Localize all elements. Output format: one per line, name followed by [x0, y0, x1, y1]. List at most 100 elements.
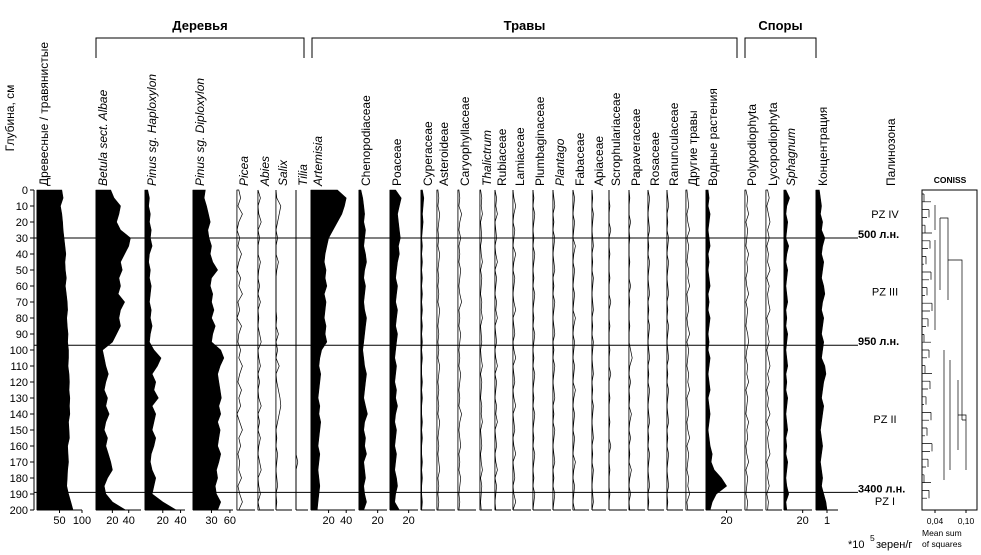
- abundance-curve: [192, 189, 225, 511]
- boundary-age-label: 950 л.н.: [858, 336, 899, 348]
- panel-tick-label: 50: [53, 515, 65, 527]
- taxon-panel: Fabaceae: [572, 132, 589, 511]
- taxon-panel: Scrophulariaceae: [608, 92, 627, 511]
- taxon-panel: Cyperaceae: [420, 121, 435, 511]
- abundance-curve: [705, 189, 728, 511]
- depth-tick-label: 190: [10, 489, 28, 501]
- abundance-outline: [295, 190, 299, 510]
- depth-axis: 0 10 20 30 40 50 60 70 80 90 100 110 120 130 140 150 160…: [3, 85, 35, 517]
- taxon-panel: Lycopodiophyta: [765, 102, 782, 511]
- taxon-panel: Plumbaginaceae: [532, 96, 551, 511]
- taxon-panel: Caryophyllaceae: [457, 96, 476, 511]
- panel-tick-label: 1: [824, 515, 830, 527]
- depth-tick-label: 10: [16, 201, 28, 213]
- taxon-label: Fabaceae: [573, 132, 587, 186]
- taxon-label: Chenopodiaceae: [359, 95, 373, 186]
- depth-tick-label: 70: [16, 297, 28, 309]
- taxon-label: Древесные / травянистые: [37, 42, 51, 186]
- taxon-panel: 20 40 Pinus sg. Haploxylon: [144, 74, 187, 527]
- panel-tick-label: 20: [403, 515, 415, 527]
- taxon-panel: Plantago: [552, 138, 571, 511]
- taxon-panel: Lamiaceae: [512, 127, 531, 511]
- taxon-label: Rosaceae: [648, 132, 662, 186]
- taxon-label: Концентрация: [816, 107, 830, 186]
- abundance-outline: [647, 189, 650, 511]
- abundance-curve: [815, 189, 828, 511]
- depth-tick-label: 170: [10, 457, 28, 469]
- coniss-xlabel-line: of squares: [922, 539, 962, 549]
- depth-tick-label: 200: [10, 505, 28, 517]
- taxon-label: Pinus sg. Diploxylon: [193, 78, 207, 186]
- taxon-label: Apiaceae: [592, 136, 606, 186]
- taxon-label: Poaceae: [390, 138, 404, 186]
- depth-tick-label: 0: [22, 185, 28, 197]
- abundance-outline: [591, 189, 594, 511]
- abundance-outline: [685, 189, 690, 511]
- taxon-panel: Rubiaceae: [494, 128, 511, 511]
- taxon-panel: 1 Концентрация: [815, 107, 838, 527]
- taxon-panel: Ranunculaceae: [666, 102, 683, 511]
- depth-tick-label: 60: [16, 281, 28, 293]
- zone-column-title: Палинозона: [884, 118, 898, 186]
- taxon-label: Sphagnum: [784, 128, 798, 186]
- depth-tick-label: 150: [10, 425, 28, 437]
- taxon-panel: Tilia: [295, 164, 310, 511]
- zone-label: PZ III: [872, 287, 898, 299]
- abundance-outline: [457, 189, 462, 511]
- depth-tick-label: 30: [16, 233, 28, 245]
- taxon-label: Plumbaginaceae: [533, 96, 547, 186]
- group-bracket: Деревья: [95, 18, 305, 58]
- taxon-label: Papaveraceae: [629, 108, 643, 186]
- taxon-panel: Papaveraceae: [628, 108, 645, 511]
- depth-tick-label: 40: [16, 249, 28, 261]
- coniss-branches: [922, 193, 967, 499]
- taxon-panel: 20 Водные растения: [705, 88, 742, 527]
- taxon-label: Lamiaceae: [513, 127, 527, 186]
- abundance-outline: [532, 189, 536, 511]
- taxon-panel: 30 60 Pinus sg. Diploxylon: [192, 78, 236, 527]
- panel-tick-label: 20: [322, 515, 334, 527]
- panel-tick-label: 20: [720, 515, 732, 527]
- abundance-curve: [358, 189, 368, 511]
- taxon-label: Tilia: [296, 164, 310, 186]
- depth-tick-label: 80: [16, 313, 28, 325]
- panel-tick-label: 20: [797, 515, 809, 527]
- boundary-age-label: 500 л.н.: [858, 229, 899, 241]
- zone-boundaries-layer: [34, 237, 858, 493]
- panel-tick-label: 40: [174, 515, 186, 527]
- depth-tick-label: 100: [10, 345, 28, 357]
- coniss-xlabel-line: Mean sum: [922, 528, 962, 538]
- abundance-curve: [310, 189, 347, 511]
- depth-tick-label: 130: [10, 393, 28, 405]
- taxon-label: Cyperaceae: [421, 121, 435, 186]
- group-label: Травы: [504, 18, 546, 33]
- taxon-label: Scrophulariaceae: [609, 92, 623, 186]
- taxon-label: Polypodiophyta: [745, 104, 759, 186]
- abundance-outline: [572, 189, 576, 511]
- panel-tick-label: 20: [106, 515, 118, 527]
- labels-layer: Палинозона PZ IV PZ III PZ II PZ I 500 л.н. 95…: [848, 118, 912, 551]
- taxon-panel: 20 Chenopodiaceae: [358, 95, 387, 527]
- coniss-tick-label: 0,10: [958, 516, 975, 526]
- zone-label: PZ I: [875, 496, 895, 508]
- taxon-label: Thalictrum: [480, 130, 494, 186]
- taxon-panel: Picea: [236, 156, 255, 511]
- taxon-panel: Polypodiophyta: [744, 104, 763, 511]
- taxon-panel: 20 40 Artemisia: [310, 136, 355, 527]
- abundance-outline: [512, 189, 517, 511]
- taxon-label: Rubiaceae: [495, 128, 509, 186]
- taxon-panel: 20 Sphagnum: [783, 128, 812, 527]
- taxon-panel: Salix: [275, 159, 292, 511]
- panel-tick-label: 30: [205, 515, 217, 527]
- abundance-outline: [608, 190, 612, 510]
- taxon-label: Ranunculaceae: [667, 102, 681, 186]
- abundance-curve: [144, 189, 178, 511]
- coniss-title: CONISS: [934, 175, 967, 185]
- concentration-unit: *10: [848, 539, 865, 551]
- abundance-outline: [552, 189, 556, 511]
- taxon-label: Lycopodiophyta: [766, 102, 780, 186]
- coniss-frame: [921, 189, 978, 511]
- panel-tick-label: 40: [340, 515, 352, 527]
